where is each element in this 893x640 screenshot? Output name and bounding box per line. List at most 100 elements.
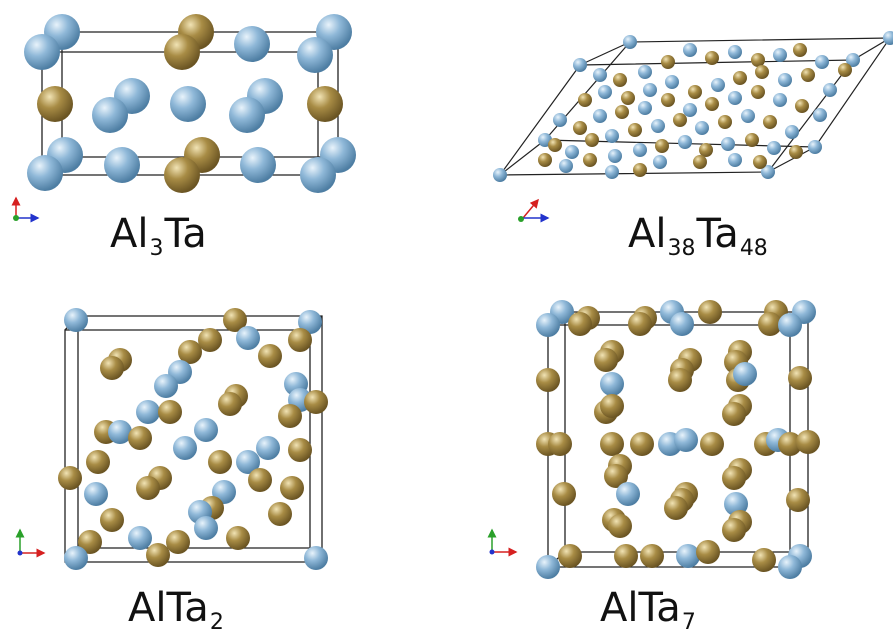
- al-atom: [767, 141, 781, 155]
- al-atom: [778, 555, 802, 579]
- ta-atom: [722, 466, 746, 490]
- al-atom: [711, 78, 725, 92]
- ta-atom: [594, 348, 618, 372]
- ta-atom: [573, 121, 587, 135]
- ta-atom: [548, 432, 572, 456]
- ta-atom: [755, 65, 769, 79]
- ta-atom: [789, 145, 803, 159]
- al-atom: [623, 35, 637, 49]
- al-atom: [493, 168, 507, 182]
- al-atom: [593, 109, 607, 123]
- al-atom: [593, 68, 607, 82]
- al-atom: [536, 555, 560, 579]
- ta-atom: [763, 115, 777, 129]
- ta-atom: [613, 73, 627, 87]
- ta-atom: [585, 133, 599, 147]
- al-atom: [136, 400, 160, 424]
- al-atom: [236, 450, 260, 474]
- al-atom: [813, 108, 827, 122]
- panel-alta2: [15, 308, 328, 570]
- ta-atom: [696, 540, 720, 564]
- ta-atom: [568, 312, 592, 336]
- atoms-alta7: [536, 300, 820, 579]
- al-atom: [559, 159, 573, 173]
- ta-atom: [628, 312, 652, 336]
- al-atom: [665, 75, 679, 89]
- ta-atom: [699, 143, 713, 157]
- al-atom: [883, 31, 893, 45]
- ta-atom: [248, 468, 272, 492]
- ta-atom: [753, 155, 767, 169]
- al-atom: [678, 135, 692, 149]
- al-atom: [695, 121, 709, 135]
- ta-atom: [548, 138, 562, 152]
- al-atom: [194, 418, 218, 442]
- al-atom: [64, 546, 88, 570]
- ta-atom: [86, 450, 110, 474]
- ta-atom: [668, 368, 692, 392]
- ta-atom: [786, 488, 810, 512]
- ta-atom: [608, 514, 632, 538]
- axis-triad-alta7: [487, 528, 518, 557]
- al-atom: [724, 492, 748, 516]
- al-atom: [728, 45, 742, 59]
- al-atom: [64, 308, 88, 332]
- al-atom: [128, 526, 152, 550]
- ta-atom: [614, 544, 638, 568]
- al-atom: [298, 310, 322, 334]
- al-atom: [84, 482, 108, 506]
- ta-atom: [223, 308, 247, 332]
- ta-atom: [100, 508, 124, 532]
- ta-atom: [583, 153, 597, 167]
- al-atom: [721, 137, 735, 151]
- al-atom: [236, 326, 260, 350]
- al-atom: [778, 313, 802, 337]
- ta-atom: [796, 430, 820, 454]
- al-atom: [773, 93, 787, 107]
- atoms-al3ta: [24, 14, 356, 193]
- ta-atom: [226, 526, 250, 550]
- ta-atom: [621, 91, 635, 105]
- ta-atom: [664, 496, 688, 520]
- axis-triad-alta2: [15, 528, 46, 558]
- ta-atom: [615, 105, 629, 119]
- ta-atom: [688, 85, 702, 99]
- al-atom: [605, 165, 619, 179]
- ta-atom: [640, 544, 664, 568]
- ta-atom: [722, 402, 746, 426]
- ta-atom: [801, 68, 815, 82]
- ta-atom: [536, 368, 560, 392]
- ta-atom: [673, 113, 687, 127]
- formula-label-al3ta: Al3Ta: [110, 211, 207, 261]
- ta-atom: [655, 139, 669, 153]
- al-atom: [194, 516, 218, 540]
- al-atom: [815, 55, 829, 69]
- al-atom: [154, 374, 178, 398]
- ta-atom: [752, 548, 776, 572]
- ta-atom: [218, 392, 242, 416]
- ta-atom: [630, 432, 654, 456]
- ta-atom: [128, 426, 152, 450]
- ta-atom: [258, 344, 282, 368]
- al-atom: [741, 109, 755, 123]
- al-atom: [553, 113, 567, 127]
- al-atom: [651, 119, 665, 133]
- ta-atom: [136, 476, 160, 500]
- ta-atom: [578, 93, 592, 107]
- ta-atom: [178, 340, 202, 364]
- al-atom: [733, 362, 757, 386]
- al-atom: [638, 65, 652, 79]
- al-atom: [808, 140, 822, 154]
- al-atom: [304, 546, 328, 570]
- ta-atom: [705, 97, 719, 111]
- ta-atom: [838, 63, 852, 77]
- al-atom: [565, 145, 579, 159]
- al-atom: [653, 155, 667, 169]
- al-atom: [173, 436, 197, 460]
- ta-atom: [661, 93, 675, 107]
- ta-atom: [718, 115, 732, 129]
- panel-al3ta: [11, 14, 356, 223]
- ta-atom: [693, 155, 707, 169]
- ta-atom: [628, 123, 642, 137]
